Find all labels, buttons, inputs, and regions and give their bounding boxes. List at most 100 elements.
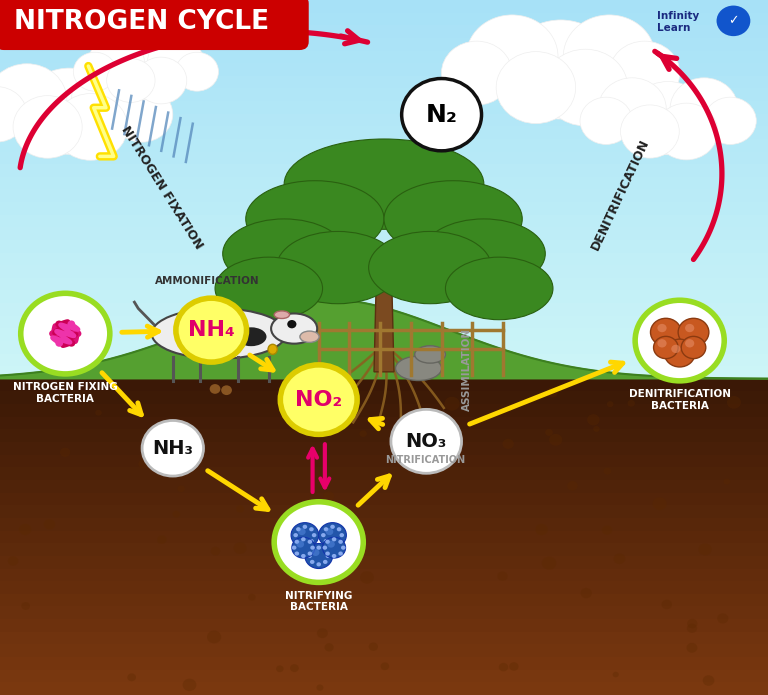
Polygon shape — [0, 227, 768, 240]
Circle shape — [22, 68, 117, 154]
Circle shape — [274, 502, 363, 582]
Polygon shape — [0, 240, 768, 252]
Circle shape — [207, 630, 221, 644]
Circle shape — [664, 339, 695, 367]
Polygon shape — [0, 139, 768, 152]
Circle shape — [54, 94, 127, 161]
Circle shape — [402, 79, 482, 151]
Circle shape — [147, 36, 204, 87]
Circle shape — [60, 448, 70, 457]
Polygon shape — [0, 328, 768, 341]
Polygon shape — [0, 354, 768, 366]
Text: ASSIMILATION: ASSIMILATION — [462, 328, 472, 411]
Polygon shape — [0, 51, 768, 63]
Circle shape — [360, 571, 374, 584]
Polygon shape — [0, 518, 768, 530]
Circle shape — [678, 318, 709, 346]
Circle shape — [613, 671, 619, 678]
Circle shape — [326, 551, 330, 555]
Circle shape — [657, 339, 667, 348]
Polygon shape — [0, 76, 768, 88]
Text: NITROGEN FIXATION: NITROGEN FIXATION — [118, 124, 204, 252]
Text: NITRIFICATION: NITRIFICATION — [386, 455, 465, 465]
Circle shape — [359, 430, 367, 437]
Polygon shape — [0, 632, 768, 644]
Circle shape — [0, 87, 27, 142]
Circle shape — [326, 528, 333, 535]
Circle shape — [290, 664, 299, 672]
Circle shape — [717, 614, 728, 623]
Circle shape — [687, 643, 697, 653]
Circle shape — [502, 439, 514, 449]
Polygon shape — [0, 594, 768, 607]
Circle shape — [310, 559, 315, 564]
Circle shape — [627, 81, 709, 155]
Circle shape — [609, 41, 680, 105]
Circle shape — [303, 525, 307, 529]
Ellipse shape — [445, 257, 553, 320]
Polygon shape — [0, 480, 768, 493]
Circle shape — [687, 619, 697, 628]
Ellipse shape — [284, 139, 484, 229]
Circle shape — [330, 525, 335, 529]
Circle shape — [653, 498, 667, 510]
Polygon shape — [0, 13, 768, 25]
Ellipse shape — [422, 219, 545, 288]
Circle shape — [332, 537, 336, 541]
Text: DENITRIFICATION
BACTERIA: DENITRIFICATION BACTERIA — [629, 389, 730, 411]
Circle shape — [377, 477, 391, 489]
Circle shape — [210, 547, 220, 555]
Circle shape — [95, 410, 101, 416]
Polygon shape — [0, 202, 768, 215]
Polygon shape — [0, 189, 768, 202]
Polygon shape — [0, 530, 768, 543]
Polygon shape — [0, 430, 768, 442]
Circle shape — [580, 97, 632, 145]
Circle shape — [71, 64, 151, 136]
Circle shape — [332, 554, 336, 558]
FancyBboxPatch shape — [0, 0, 309, 50]
Circle shape — [670, 78, 738, 139]
Ellipse shape — [384, 181, 522, 257]
Polygon shape — [0, 619, 768, 632]
Circle shape — [298, 528, 306, 535]
Circle shape — [183, 678, 197, 691]
Circle shape — [312, 533, 316, 537]
Circle shape — [581, 588, 592, 598]
Polygon shape — [0, 379, 768, 391]
Circle shape — [598, 78, 666, 139]
Circle shape — [687, 623, 697, 633]
Circle shape — [292, 537, 315, 558]
Circle shape — [316, 562, 321, 566]
Text: NITRIFYING
BACTERIA: NITRIFYING BACTERIA — [285, 591, 353, 612]
Circle shape — [369, 642, 378, 651]
Circle shape — [655, 103, 718, 160]
Circle shape — [68, 320, 75, 327]
Polygon shape — [0, 291, 768, 303]
Circle shape — [292, 546, 296, 550]
Circle shape — [621, 105, 679, 158]
Circle shape — [74, 330, 81, 337]
Circle shape — [113, 40, 179, 99]
Circle shape — [138, 459, 148, 468]
Polygon shape — [0, 455, 768, 467]
Circle shape — [650, 318, 681, 346]
Text: NH₄: NH₄ — [188, 320, 234, 340]
Polygon shape — [0, 113, 768, 126]
Circle shape — [68, 340, 75, 347]
Polygon shape — [0, 581, 768, 594]
Circle shape — [142, 420, 204, 476]
Circle shape — [380, 662, 389, 670]
Ellipse shape — [215, 257, 323, 320]
Circle shape — [88, 36, 144, 87]
Circle shape — [287, 320, 296, 328]
Polygon shape — [0, 101, 768, 113]
Circle shape — [22, 602, 30, 610]
Circle shape — [307, 551, 312, 555]
Circle shape — [336, 528, 341, 532]
Circle shape — [301, 554, 306, 558]
Circle shape — [338, 540, 343, 544]
Circle shape — [602, 525, 612, 535]
Circle shape — [310, 546, 315, 550]
Circle shape — [717, 6, 750, 36]
